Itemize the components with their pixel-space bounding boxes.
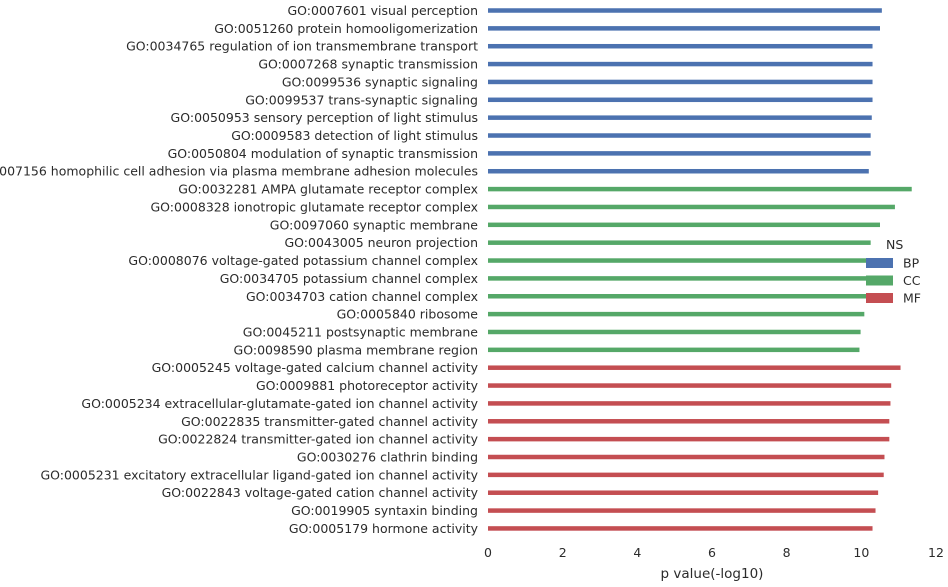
bar-cc bbox=[488, 204, 895, 210]
bar-mf bbox=[488, 401, 891, 406]
bar-mf bbox=[488, 508, 876, 513]
legend-swatch-cc bbox=[866, 275, 893, 286]
x-axis-ticks-group: 0 2 4 6 8 10 12 bbox=[484, 545, 944, 560]
category-label: GO:0034703 cation channel complex bbox=[246, 289, 478, 304]
category-label: GO:0005231 excitatory extracellular liga… bbox=[40, 467, 478, 482]
category-label: GO:0008076 voltage-gated potassium chann… bbox=[128, 253, 478, 268]
bar-bp bbox=[488, 26, 880, 31]
category-label: GO:0008328 ionotropic glutamate receptor… bbox=[151, 199, 479, 214]
bar-cc bbox=[488, 240, 871, 245]
category-label: GO:0098590 plasma membrane region bbox=[234, 342, 478, 357]
category-label: GO:0032281 AMPA glutamate receptor compl… bbox=[178, 182, 478, 197]
x-tick-label: 4 bbox=[633, 545, 641, 560]
category-label: GO:0022843 voltage-gated cation channel … bbox=[162, 485, 479, 500]
category-label: GO:0005179 hormone activity bbox=[289, 521, 479, 536]
category-label: GO:0019905 syntaxin binding bbox=[291, 503, 478, 518]
x-tick-label: 6 bbox=[708, 545, 716, 560]
category-label: GO:0045211 postsynaptic membrane bbox=[243, 324, 479, 339]
category-label: GO:0005245 voltage-gated calcium channel… bbox=[152, 360, 479, 375]
x-tick-label: 8 bbox=[783, 545, 791, 560]
category-label: GO:0050804 modulation of synaptic transm… bbox=[168, 146, 478, 161]
legend-swatch-bp bbox=[866, 258, 893, 268]
bar-cc bbox=[488, 258, 871, 263]
bar-bp bbox=[488, 43, 873, 49]
category-labels-group: GO:0007601 visual perception GO:0051260 p… bbox=[0, 3, 479, 536]
category-label: GO:0030276 clathrin binding bbox=[297, 450, 478, 465]
category-label: GO:0005234 extracellular-glutamate-gated… bbox=[81, 396, 478, 411]
bar-bp bbox=[488, 151, 871, 156]
category-label: GO:0034705 potassium channel complex bbox=[220, 271, 478, 286]
bar-mf bbox=[488, 365, 901, 370]
legend-label: MF bbox=[903, 291, 921, 306]
category-label: GO:0050953 sensory perception of light s… bbox=[171, 110, 478, 125]
bar-mf bbox=[488, 454, 885, 460]
category-label: GO:0034765 regulation of ion transmembra… bbox=[126, 39, 478, 54]
category-label: GO:0009583 detection of light stimulus bbox=[231, 128, 478, 143]
bar-cc bbox=[488, 294, 869, 299]
bar-cc bbox=[488, 329, 861, 335]
category-label: GO:0022835 transmitter-gated channel act… bbox=[181, 414, 478, 429]
legend-label: CC bbox=[903, 273, 921, 288]
bar-mf bbox=[488, 419, 890, 424]
bar-cc bbox=[488, 276, 870, 281]
bar-mf bbox=[488, 436, 890, 442]
category-label: GO:0009881 photoreceptor activity bbox=[256, 378, 479, 393]
legend-title: NS bbox=[886, 237, 903, 252]
bar-mf bbox=[488, 383, 892, 388]
bar-cc bbox=[488, 222, 880, 228]
x-tick-label: 2 bbox=[559, 545, 567, 560]
bar-bp bbox=[488, 8, 882, 13]
bar-bp bbox=[488, 168, 869, 174]
x-tick-label: 0 bbox=[484, 545, 492, 560]
category-label: GO:0007268 synaptic transmission bbox=[258, 57, 478, 72]
x-axis-label: p value(-log10) bbox=[661, 566, 764, 582]
legend: NS BP CC MF bbox=[866, 237, 921, 306]
bar-cc bbox=[488, 347, 860, 353]
legend-items-group: BP CC MF bbox=[866, 256, 921, 306]
bar-bp bbox=[488, 79, 873, 85]
category-label: GO:0051260 protein homooligomerization bbox=[214, 21, 478, 36]
category-label: GO:0099537 trans-synaptic signaling bbox=[245, 92, 478, 107]
category-label: GO:0043005 neuron projection bbox=[284, 235, 478, 250]
bar-bp bbox=[488, 61, 873, 67]
category-label: GO:0007601 visual perception bbox=[287, 3, 478, 18]
bar-bp bbox=[488, 133, 871, 138]
x-tick-label: 10 bbox=[853, 545, 869, 560]
bar-mf bbox=[488, 472, 884, 478]
category-label: GO:0007156 homophilic cell adhesion via … bbox=[0, 164, 478, 179]
category-label: GO:0097060 synaptic membrane bbox=[270, 217, 479, 232]
bar-bp bbox=[488, 97, 873, 103]
category-label: GO:0005840 ribosome bbox=[337, 307, 479, 322]
bars-group bbox=[488, 8, 912, 531]
bar-bp bbox=[488, 115, 872, 120]
x-tick-label: 12 bbox=[928, 545, 944, 560]
category-label: GO:0099536 synaptic signaling bbox=[282, 74, 478, 89]
bar-cc bbox=[488, 186, 912, 192]
bar-cc bbox=[488, 311, 865, 317]
bar-mf bbox=[488, 526, 873, 531]
legend-swatch-mf bbox=[866, 293, 893, 303]
bar-mf bbox=[488, 490, 879, 495]
legend-label: BP bbox=[903, 256, 920, 271]
category-label: GO:0022824 transmitter-gated ion channel… bbox=[158, 432, 479, 447]
